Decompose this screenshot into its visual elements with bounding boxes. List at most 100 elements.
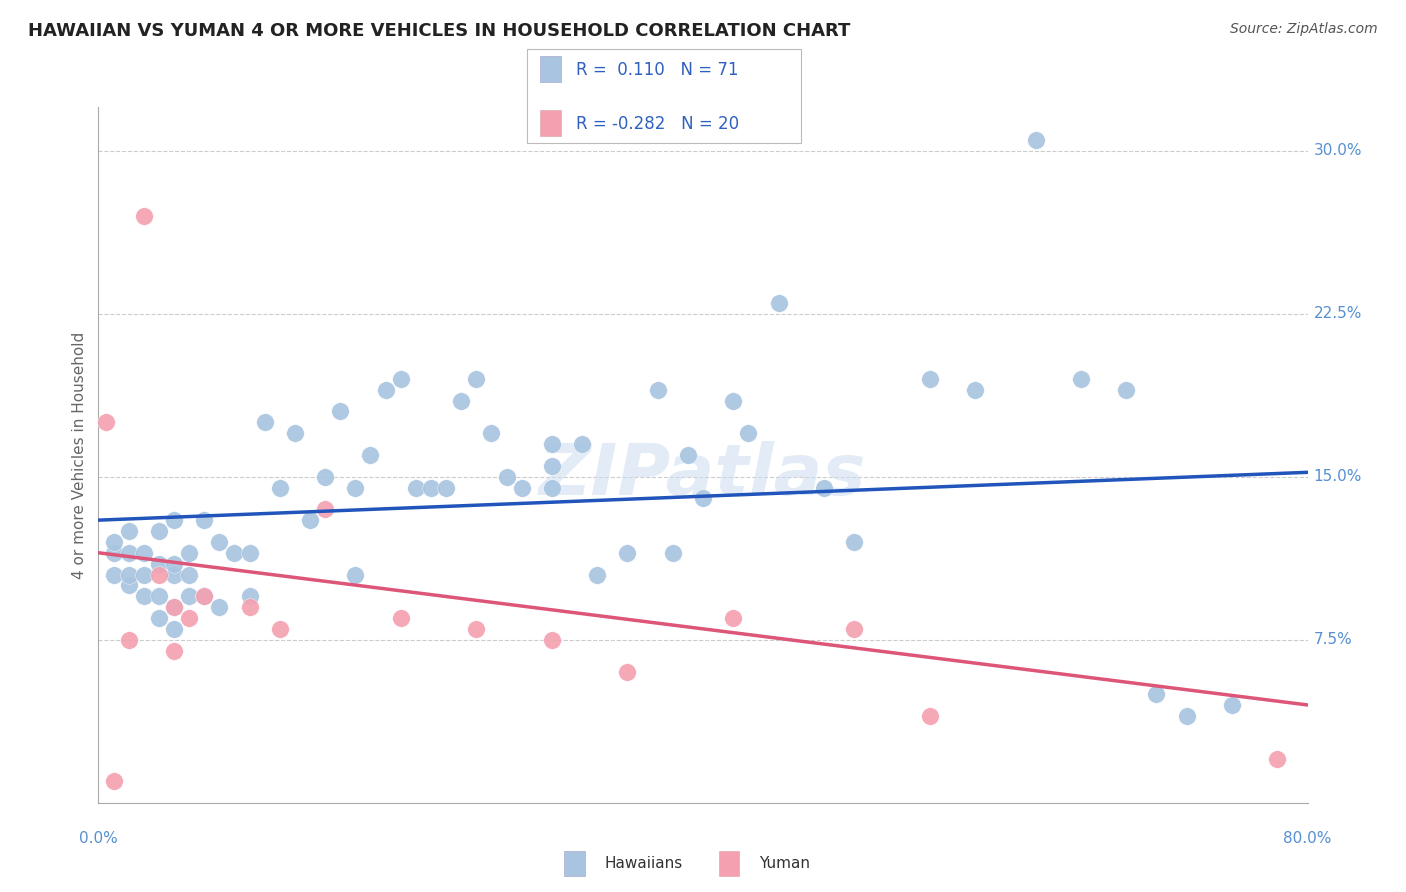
Point [1070, 372, 1092, 386]
Point [239, 589, 262, 603]
Point [208, 600, 231, 615]
Point [163, 557, 186, 571]
Point [314, 469, 336, 483]
Point [465, 622, 488, 636]
Point [1115, 383, 1137, 397]
Point [163, 643, 186, 657]
Point [510, 481, 533, 495]
Point [269, 481, 291, 495]
Point [148, 589, 170, 603]
Point [148, 611, 170, 625]
Point [918, 372, 941, 386]
Text: R =  0.110   N = 71: R = 0.110 N = 71 [576, 61, 740, 78]
Point [193, 513, 215, 527]
Point [495, 469, 517, 483]
Point [1220, 698, 1243, 712]
Point [344, 481, 367, 495]
Point [253, 415, 276, 429]
Point [844, 535, 866, 549]
Point [616, 665, 638, 680]
Point [692, 491, 714, 506]
Point [163, 600, 186, 615]
Point [132, 567, 155, 582]
Point [193, 589, 215, 603]
Point [723, 611, 745, 625]
Point [148, 567, 170, 582]
Point [374, 383, 396, 397]
Point [661, 546, 683, 560]
Point [299, 513, 322, 527]
Text: Hawaiians: Hawaiians [605, 856, 683, 871]
Point [179, 611, 201, 625]
Point [179, 567, 201, 582]
Point [389, 611, 412, 625]
Point [1267, 752, 1289, 766]
Point [103, 567, 125, 582]
Text: ZIPatlas: ZIPatlas [540, 442, 866, 510]
Point [737, 426, 759, 441]
Point [768, 295, 790, 310]
Point [844, 622, 866, 636]
Point [360, 448, 382, 462]
Point [163, 567, 186, 582]
Point [1144, 687, 1167, 701]
Point [450, 393, 472, 408]
Point [103, 546, 125, 560]
Point [103, 535, 125, 549]
Point [465, 372, 488, 386]
Point [329, 404, 352, 418]
Text: 30.0%: 30.0% [1313, 143, 1362, 158]
Point [389, 372, 412, 386]
Point [239, 546, 262, 560]
Text: Source: ZipAtlas.com: Source: ZipAtlas.com [1230, 22, 1378, 37]
Point [118, 632, 141, 647]
Point [132, 209, 155, 223]
Point [163, 622, 186, 636]
Point [284, 426, 307, 441]
Point [118, 546, 141, 560]
Point [193, 589, 215, 603]
Point [179, 546, 201, 560]
Point [132, 546, 155, 560]
Point [586, 567, 609, 582]
Point [965, 383, 987, 397]
Point [314, 502, 336, 516]
Point [571, 437, 593, 451]
Point [1175, 708, 1198, 723]
Point [163, 513, 186, 527]
Point [94, 415, 117, 429]
Text: 80.0%: 80.0% [1284, 830, 1331, 846]
Point [540, 437, 562, 451]
Point [918, 708, 941, 723]
Text: HAWAIIAN VS YUMAN 4 OR MORE VEHICLES IN HOUSEHOLD CORRELATION CHART: HAWAIIAN VS YUMAN 4 OR MORE VEHICLES IN … [28, 22, 851, 40]
Point [118, 524, 141, 538]
Point [118, 578, 141, 592]
Point [269, 622, 291, 636]
Text: 0.0%: 0.0% [79, 830, 118, 846]
Text: Yuman: Yuman [759, 856, 810, 871]
Point [239, 600, 262, 615]
Point [1024, 133, 1046, 147]
Point [540, 458, 562, 473]
Point [540, 632, 562, 647]
Text: 22.5%: 22.5% [1313, 306, 1362, 321]
Point [208, 535, 231, 549]
Point [647, 383, 669, 397]
Point [676, 448, 699, 462]
Point [179, 589, 201, 603]
Point [132, 589, 155, 603]
Point [118, 567, 141, 582]
Point [148, 557, 170, 571]
Point [723, 393, 745, 408]
Point [481, 426, 503, 441]
Point [103, 774, 125, 789]
Point [420, 481, 443, 495]
Point [616, 546, 638, 560]
Point [540, 481, 562, 495]
Point [344, 567, 367, 582]
Text: R = -0.282   N = 20: R = -0.282 N = 20 [576, 115, 740, 133]
Point [148, 524, 170, 538]
Point [224, 546, 246, 560]
Point [163, 600, 186, 615]
Point [434, 481, 457, 495]
